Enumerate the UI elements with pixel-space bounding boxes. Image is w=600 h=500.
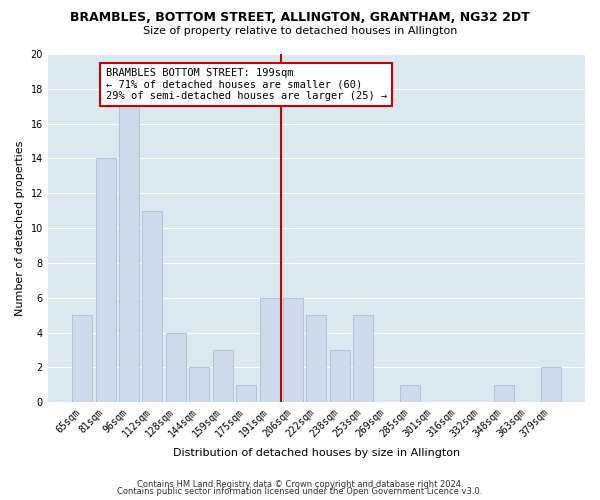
Y-axis label: Number of detached properties: Number of detached properties	[15, 140, 25, 316]
Text: BRAMBLES, BOTTOM STREET, ALLINGTON, GRANTHAM, NG32 2DT: BRAMBLES, BOTTOM STREET, ALLINGTON, GRAN…	[70, 11, 530, 24]
Bar	[236, 385, 256, 402]
Bar	[72, 315, 92, 402]
Bar	[353, 315, 373, 402]
Bar	[213, 350, 233, 403]
Bar	[190, 368, 209, 402]
Bar	[400, 385, 420, 402]
Bar	[166, 332, 186, 402]
Bar	[283, 298, 303, 403]
Bar	[541, 368, 560, 402]
Bar	[260, 298, 280, 403]
Bar	[142, 210, 163, 402]
Bar	[119, 106, 139, 403]
Bar	[307, 315, 326, 402]
Bar	[95, 158, 116, 402]
Bar	[494, 385, 514, 402]
Text: Contains public sector information licensed under the Open Government Licence v3: Contains public sector information licen…	[118, 487, 482, 496]
Text: Size of property relative to detached houses in Allington: Size of property relative to detached ho…	[143, 26, 457, 36]
Bar	[330, 350, 350, 403]
Text: BRAMBLES BOTTOM STREET: 199sqm
← 71% of detached houses are smaller (60)
29% of : BRAMBLES BOTTOM STREET: 199sqm ← 71% of …	[106, 68, 387, 101]
Text: Contains HM Land Registry data © Crown copyright and database right 2024.: Contains HM Land Registry data © Crown c…	[137, 480, 463, 489]
X-axis label: Distribution of detached houses by size in Allington: Distribution of detached houses by size …	[173, 448, 460, 458]
